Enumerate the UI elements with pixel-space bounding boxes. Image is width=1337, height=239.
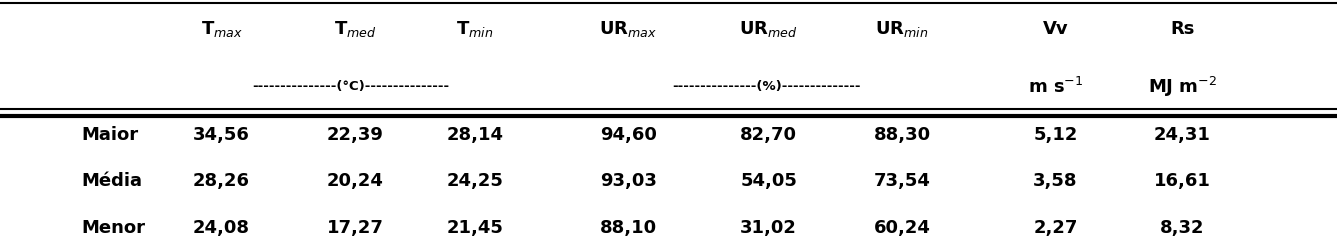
Text: 21,45: 21,45 (447, 219, 504, 237)
Text: Rs: Rs (1170, 20, 1194, 38)
Text: 28,26: 28,26 (193, 173, 250, 190)
Text: T$_{min}$: T$_{min}$ (456, 19, 493, 39)
Text: 88,30: 88,30 (873, 126, 931, 144)
Text: Maior: Maior (82, 126, 139, 144)
Text: 20,24: 20,24 (326, 173, 384, 190)
Text: 60,24: 60,24 (873, 219, 931, 237)
Text: ---------------(°C)---------------: ---------------(°C)--------------- (251, 80, 449, 93)
Text: 88,10: 88,10 (600, 219, 656, 237)
Text: ---------------(%)--------------: ---------------(%)-------------- (673, 80, 861, 93)
Text: 22,39: 22,39 (326, 126, 384, 144)
Text: 24,08: 24,08 (193, 219, 250, 237)
Text: 24,31: 24,31 (1154, 126, 1210, 144)
Text: 54,05: 54,05 (741, 173, 797, 190)
Text: Menor: Menor (82, 219, 146, 237)
Text: 28,14: 28,14 (447, 126, 504, 144)
Text: 16,61: 16,61 (1154, 173, 1210, 190)
Text: 31,02: 31,02 (741, 219, 797, 237)
Text: 8,32: 8,32 (1161, 219, 1205, 237)
Text: UR$_{max}$: UR$_{max}$ (599, 19, 658, 39)
Text: 2,27: 2,27 (1034, 219, 1078, 237)
Text: T$_{med}$: T$_{med}$ (334, 19, 376, 39)
Text: 3,58: 3,58 (1034, 173, 1078, 190)
Text: 93,03: 93,03 (600, 173, 656, 190)
Text: m s$^{-1}$: m s$^{-1}$ (1028, 77, 1083, 97)
Text: T$_{max}$: T$_{max}$ (201, 19, 242, 39)
Text: MJ m$^{-2}$: MJ m$^{-2}$ (1147, 75, 1217, 99)
Text: 24,25: 24,25 (447, 173, 504, 190)
Text: UR$_{med}$: UR$_{med}$ (739, 19, 798, 39)
Text: UR$_{min}$: UR$_{min}$ (876, 19, 929, 39)
Text: Média: Média (82, 173, 143, 190)
Text: 34,56: 34,56 (193, 126, 250, 144)
Text: 17,27: 17,27 (326, 219, 384, 237)
Text: 82,70: 82,70 (741, 126, 797, 144)
Text: 73,54: 73,54 (873, 173, 931, 190)
Text: 94,60: 94,60 (600, 126, 656, 144)
Text: Vv: Vv (1043, 20, 1068, 38)
Text: 5,12: 5,12 (1034, 126, 1078, 144)
